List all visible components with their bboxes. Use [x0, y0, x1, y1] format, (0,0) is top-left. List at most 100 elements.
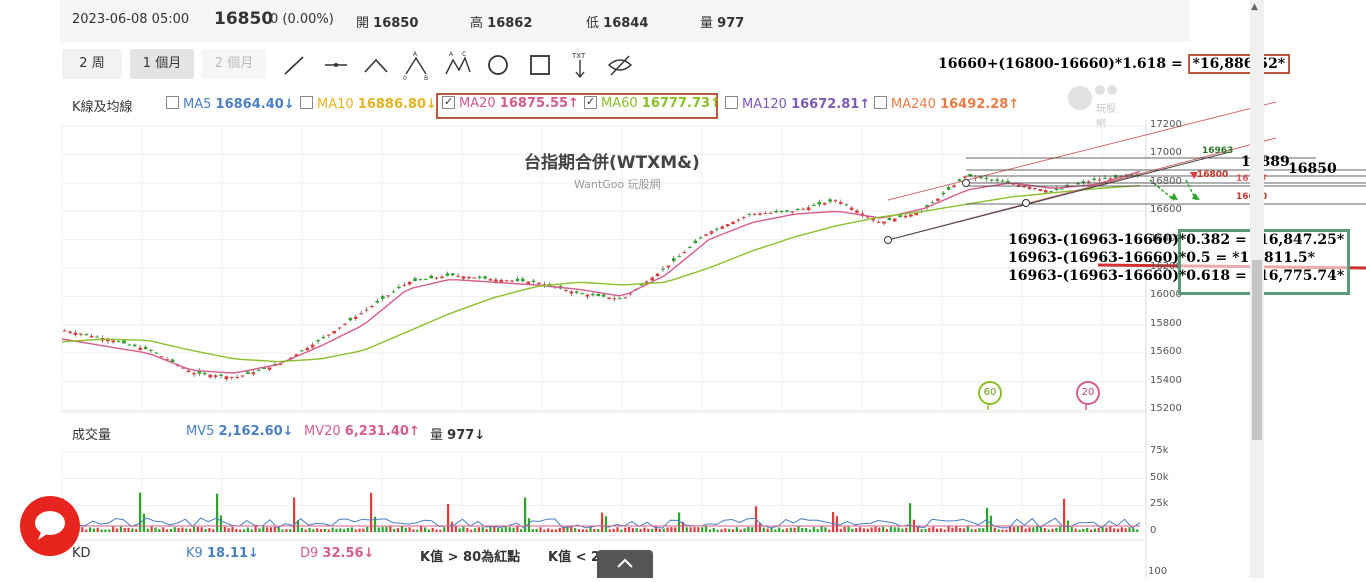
- candle-body: [844, 204, 848, 205]
- volume-bar: [844, 527, 846, 532]
- candle-body: [785, 210, 789, 211]
- volume-bar: [127, 528, 129, 532]
- candle-body: [160, 356, 164, 357]
- candle-body: [203, 373, 207, 374]
- volume-bar: [389, 527, 391, 532]
- volume-bar: [797, 527, 799, 532]
- scrollbar-thumb[interactable]: [1252, 260, 1262, 440]
- candle-body: [386, 295, 390, 296]
- volume-bar: [393, 529, 395, 532]
- volume-bar: [208, 528, 210, 532]
- volume-bar: [809, 530, 811, 532]
- volume-bar: [432, 528, 434, 532]
- volume-bar: [470, 530, 472, 532]
- volume-bar: [663, 529, 665, 532]
- candle-body: [451, 273, 455, 275]
- candle-body: [888, 218, 892, 220]
- volume-bar: [93, 529, 95, 532]
- volume-bar: [782, 529, 784, 532]
- candle-body: [747, 214, 751, 215]
- volume-bar: [335, 529, 337, 532]
- candle-body: [677, 256, 681, 257]
- volume-bar: [1098, 528, 1100, 532]
- volume-bar: [201, 527, 203, 532]
- volume-bar: [135, 529, 137, 532]
- candle-body: [473, 277, 477, 278]
- volume-bar: [847, 527, 849, 532]
- volume-bar: [131, 528, 133, 532]
- volume-bar: [412, 529, 414, 532]
- candle-body: [769, 213, 773, 214]
- candle-body: [791, 211, 795, 212]
- volume-bar: [666, 528, 668, 532]
- candle-body: [764, 213, 768, 214]
- candle-body: [305, 348, 309, 350]
- candle-body: [332, 331, 336, 333]
- candle-body: [672, 258, 676, 261]
- volume-tick-label: 50k: [1150, 472, 1169, 483]
- green-arrow-head: [1170, 193, 1178, 200]
- collapse-panel-button[interactable]: [597, 550, 653, 578]
- candle-body: [602, 295, 606, 297]
- volume-bar: [948, 527, 950, 532]
- volume-bar: [874, 527, 876, 532]
- candle-body: [446, 273, 450, 275]
- volume-bar: [451, 522, 453, 532]
- volume-bar: [1113, 528, 1115, 532]
- volume-bar: [1025, 529, 1027, 532]
- volume-bar: [547, 528, 549, 532]
- candle-body: [941, 193, 945, 194]
- volume-bar: [301, 528, 303, 532]
- candle-body: [225, 376, 229, 379]
- candle-body: [429, 276, 433, 279]
- price-tick-label: 15800: [1150, 318, 1182, 329]
- candle-body: [877, 222, 881, 223]
- trend-line-base: [888, 152, 1230, 240]
- volume-bar: [713, 528, 715, 532]
- candle-body: [63, 330, 67, 331]
- vol-label: 量: [430, 428, 443, 443]
- candle-body: [117, 341, 121, 342]
- volume-bar: [343, 529, 345, 532]
- volume-bar: [204, 529, 206, 532]
- volume-bar: [478, 527, 480, 532]
- volume-bar: [101, 529, 103, 532]
- volume-bar: [231, 527, 233, 532]
- candle-body: [580, 293, 584, 294]
- level-16850-label: 16850: [1288, 161, 1337, 177]
- volume-bar: [1044, 528, 1046, 532]
- candle-body: [710, 231, 714, 234]
- volume-bar: [605, 516, 607, 532]
- volume-bar: [474, 528, 476, 532]
- candle-body: [688, 247, 692, 248]
- volume-bar: [959, 528, 961, 532]
- volume-bar: [162, 527, 164, 532]
- candle-body: [694, 241, 698, 244]
- volume-bar: [778, 528, 780, 532]
- volume-bar: [305, 529, 307, 532]
- volume-bar: [709, 529, 711, 532]
- scroll-up-icon[interactable]: ▲: [1251, 2, 1258, 12]
- volume-bar: [924, 529, 926, 532]
- volume-bar: [1078, 530, 1080, 532]
- ma-line-ma60: [62, 186, 1140, 362]
- candle-body: [834, 200, 838, 201]
- candle-body: [440, 277, 444, 279]
- candle-body: [111, 340, 115, 342]
- volume-bar: [693, 527, 695, 532]
- volume-bar: [609, 529, 611, 532]
- volume-bar: [743, 528, 745, 532]
- chart-watermark: WantGoo 玩股網: [574, 176, 661, 192]
- candle-body: [1006, 181, 1010, 183]
- volume-bar: [262, 527, 264, 532]
- candle-body: [915, 213, 919, 215]
- volume-bar: [705, 527, 707, 532]
- volume-bar: [112, 527, 114, 532]
- candle-body: [753, 214, 757, 215]
- fib-line-05: 16963-(16963-16660)*0.5 = *16,811.5*: [1008, 250, 1315, 266]
- price-tick-label: 16600: [1150, 204, 1182, 215]
- volume-bar: [512, 528, 514, 532]
- volume-bar: [963, 528, 965, 532]
- volume-bar: [1117, 529, 1119, 532]
- candle-body: [931, 202, 935, 203]
